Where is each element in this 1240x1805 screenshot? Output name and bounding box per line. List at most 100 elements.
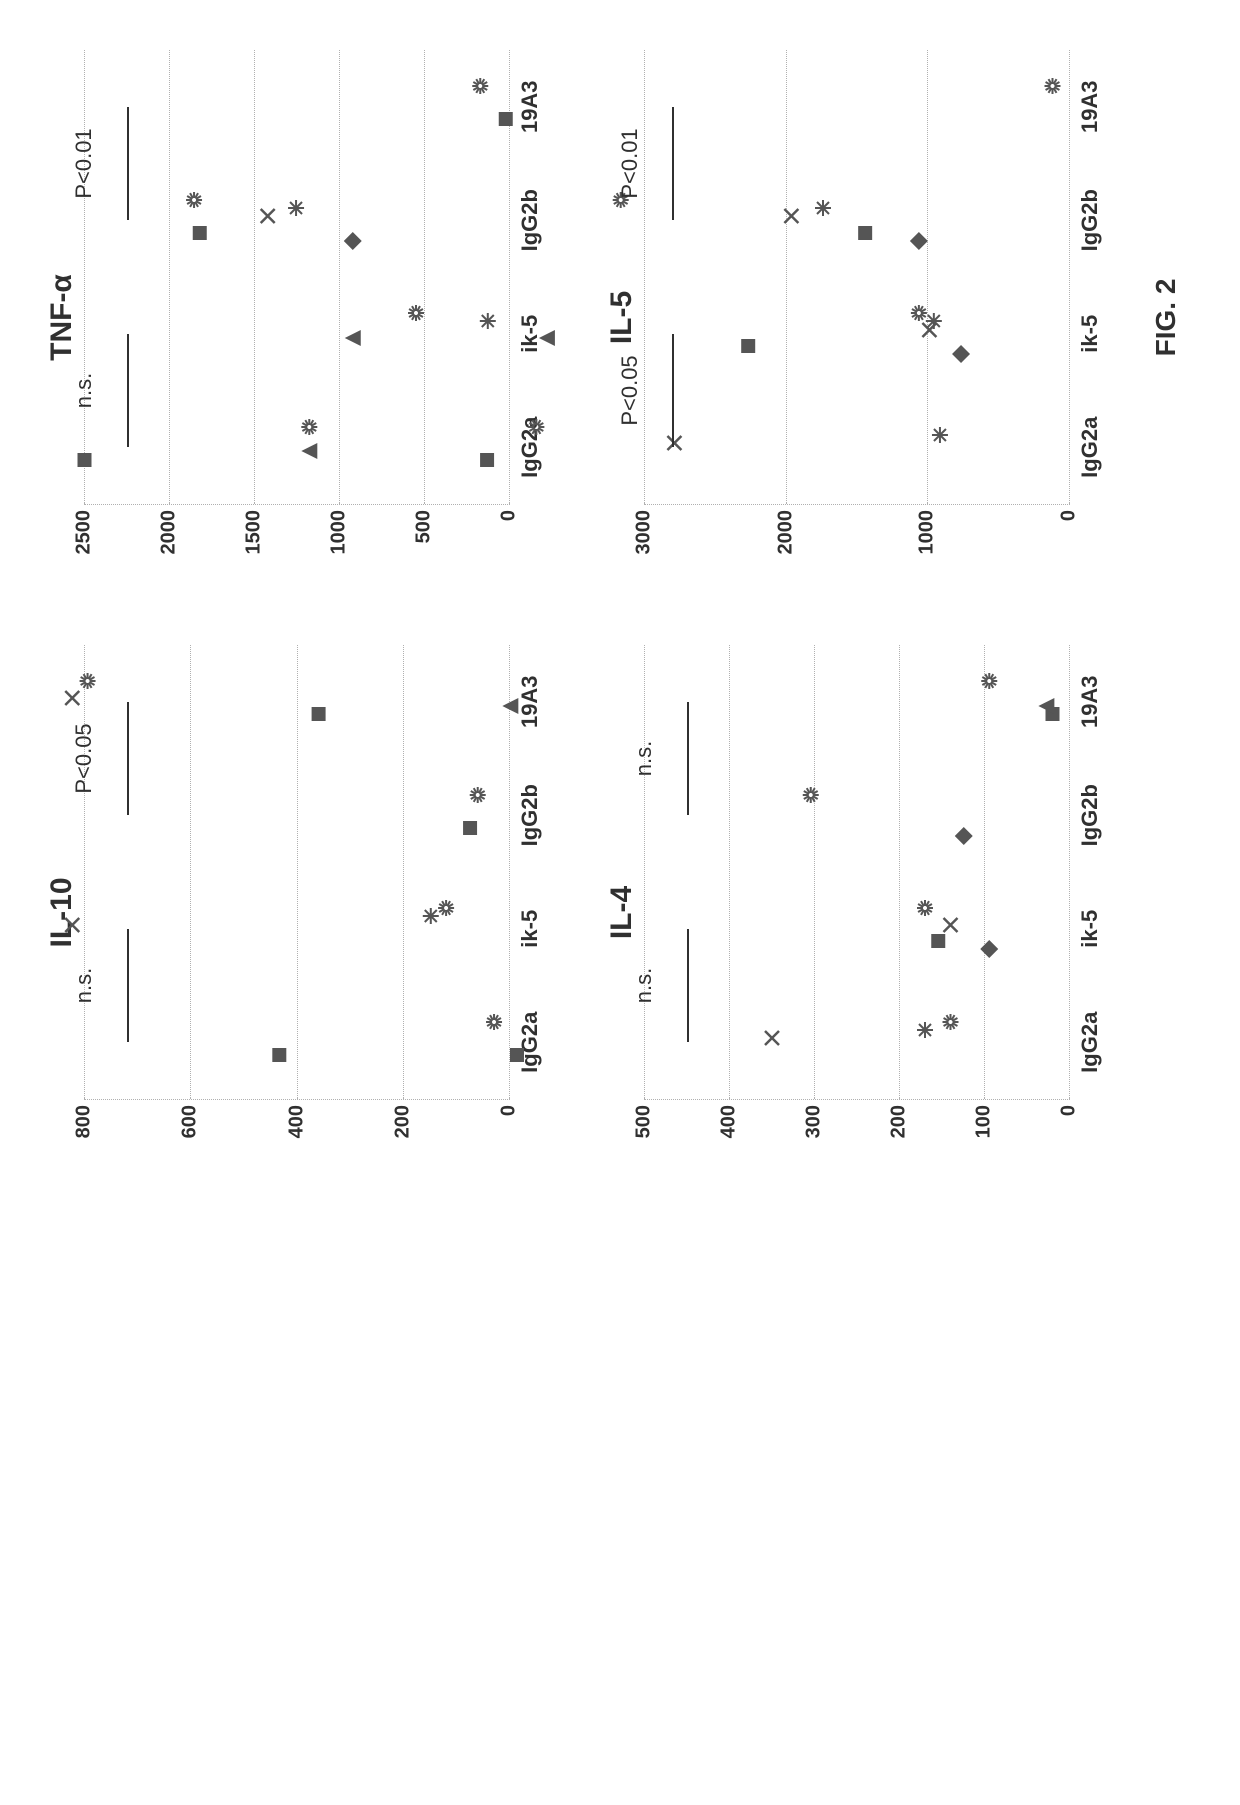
significance-bar (687, 929, 689, 1043)
plot: 0100020003000IgG2aik-5IgG2b19A3 P<0.05P<… (644, 50, 1070, 505)
ytick-label: 100 (973, 1105, 996, 1138)
data-point (942, 916, 1027, 934)
data-point (931, 426, 1023, 444)
plot: 0100200300400500IgG2aik-5IgG2b19A3 n.s.n… (644, 645, 1070, 1100)
ytick-label: 1500 (243, 510, 266, 555)
significance-label: n.s. (631, 968, 657, 1003)
significance-label: n.s. (71, 373, 97, 408)
ytick-label: 400 (718, 1105, 741, 1138)
significance-bar (127, 929, 129, 1043)
xtick-label: 19A3 (1077, 80, 1103, 133)
ytick-label: 0 (1058, 1105, 1081, 1116)
xtick-label: IgG2b (517, 784, 543, 846)
gridline (424, 50, 425, 504)
data-point (801, 786, 980, 804)
ytick-label: 600 (179, 1105, 202, 1138)
gridline (729, 645, 730, 1099)
data-point (942, 1013, 1027, 1031)
significance-label: P<0.05 (617, 355, 643, 425)
data-point (929, 932, 1023, 950)
data-point (910, 304, 1016, 322)
xtick-label: IgG2b (1077, 189, 1103, 251)
plot-area: 05001000150020002500IgG2aik-5IgG2b19A3 n… (84, 50, 510, 505)
gridline (1069, 50, 1070, 504)
xtick-label: 19A3 (517, 80, 543, 133)
gridline (644, 645, 645, 1099)
ytick-label: 300 (803, 1105, 826, 1138)
data-point (407, 304, 475, 322)
xtick-label: ik-5 (1077, 315, 1103, 353)
significance-label: n.s. (71, 968, 97, 1003)
ytick-label: 2000 (158, 510, 181, 555)
panel-grid: IL-100200400600800IgG2aik-5IgG2b19A3 n.s… (40, 0, 1120, 1180)
plot-area: 0100020003000IgG2aik-5IgG2b19A3 P<0.05P<… (644, 50, 1070, 505)
xtick-label: IgG2b (1077, 784, 1103, 846)
ytick-label: 1000 (328, 510, 351, 555)
data-point (310, 705, 443, 723)
xtick-label: ik-5 (517, 910, 543, 948)
data-point (0, 713, 323, 731)
data-point (471, 77, 497, 95)
significance-label: P<0.01 (617, 128, 643, 198)
data-point (916, 899, 1018, 917)
data-point (190, 224, 403, 242)
ytick-label: 200 (888, 1105, 911, 1138)
ytick-label: 3000 (633, 510, 656, 555)
significance-label: n.s. (631, 741, 657, 776)
plot-area: 0200400600800IgG2aik-5IgG2b19A3 n.s.P<0.… (84, 645, 510, 1100)
gridline (1069, 645, 1070, 1099)
plot: 05001000150020002500IgG2aik-5IgG2b19A3 n… (84, 50, 510, 505)
data-point (79, 672, 366, 690)
data-point (485, 1013, 501, 1031)
ytick-label: 0 (498, 510, 521, 521)
data-point (0, 1029, 334, 1047)
data-point (508, 1046, 882, 1064)
data-point (0, 434, 331, 452)
gridline (644, 50, 645, 504)
data-point (478, 313, 498, 331)
xtick-label: 19A3 (1077, 675, 1103, 728)
data-point (343, 329, 454, 347)
data-point (461, 819, 493, 837)
data-point (527, 418, 888, 436)
xtick-label: 19A3 (517, 675, 543, 728)
data-point (63, 689, 361, 707)
significance-bar (672, 334, 674, 448)
data-point (856, 224, 998, 242)
data-point (437, 899, 485, 917)
data-point (980, 672, 1040, 690)
ytick-label: 400 (285, 1105, 308, 1138)
data-point (270, 1046, 429, 1064)
ytick-label: 2000 (774, 510, 797, 555)
figure-caption: FIG. 2 (1150, 0, 1182, 1180)
significance-bar (127, 702, 129, 816)
data-point (496, 110, 505, 128)
data-point (612, 191, 917, 209)
significance-bar (127, 107, 129, 221)
data-point (185, 191, 401, 209)
data-point (1044, 77, 1061, 95)
data-point (1037, 697, 1058, 715)
data-point (954, 827, 1031, 845)
gridline (339, 50, 340, 504)
significance-bar (127, 334, 129, 448)
data-point (952, 345, 1030, 363)
xtick-label: IgG2a (1077, 1012, 1103, 1073)
data-point (63, 916, 361, 934)
plot-area: 0100200300400500IgG2aik-5IgG2b19A3 n.s.n… (644, 645, 1070, 1100)
panel-IL4: IL-40100200300400500IgG2aik-5IgG2b19A3 n… (600, 645, 1120, 1180)
ytick-label: 0 (1058, 510, 1081, 521)
data-point (300, 418, 439, 436)
ytick-label: 1000 (916, 510, 939, 555)
significance-label: P<0.05 (71, 723, 97, 793)
significance-label: P<0.01 (71, 128, 97, 198)
significance-bar (687, 702, 689, 816)
ytick-label: 500 (413, 510, 436, 543)
data-point (538, 329, 892, 347)
panel-title: IL-4 (600, 645, 644, 1180)
panel-IL10: IL-100200400600800IgG2aik-5IgG2b19A3 n.s… (40, 645, 560, 1180)
significance-bar (672, 107, 674, 221)
ytick-label: 200 (391, 1105, 414, 1138)
plot: 0200400600800IgG2aik-5IgG2b19A3 n.s.P<0.… (84, 645, 510, 1100)
data-point (469, 786, 496, 804)
